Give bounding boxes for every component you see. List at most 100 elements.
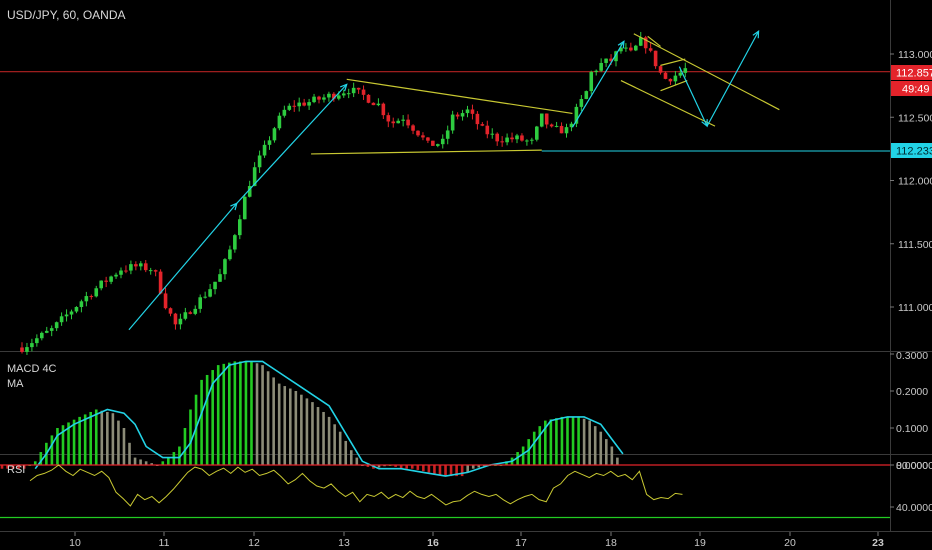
candle-body [376,103,381,106]
macd-y-tick-label: 0.0000 [896,460,928,472]
rsi-panel[interactable] [0,464,890,519]
macd-bar [505,461,508,465]
candle-body [242,196,247,220]
countdown-label: 49:49 [902,84,930,96]
macd-bar [438,465,442,475]
macd-bar [300,394,303,465]
candle-body [396,120,400,124]
candle-body [450,114,455,131]
candle-body [252,167,257,187]
macd-bar [183,428,187,465]
candle-body [228,249,232,260]
trendline-yellow [647,35,661,47]
arrow-head [339,83,348,92]
macd-bar [305,398,309,465]
macd-bar [200,379,203,465]
macd-bar [111,413,115,465]
candle-body [366,94,371,103]
macd-bar [538,426,542,465]
candle-body [223,259,227,275]
last-price-tag [891,65,932,80]
candle-body [386,115,391,122]
macd-bar [577,416,580,465]
candle-body [262,144,267,156]
macd-bar [17,465,20,469]
macd-bar [311,402,314,465]
x-tick-label: 11 [159,537,170,549]
candle-body [445,130,450,139]
candle-body [559,125,564,134]
price-y-tick-label: 112.000 [898,176,932,188]
macd-bar [61,425,65,465]
macd-bar [128,442,131,465]
candle-body [539,113,544,127]
macd-bar [422,465,425,472]
x-tick-label: 17 [515,537,527,549]
candle-body [361,89,366,95]
macd-bar [327,416,331,465]
price-panel[interactable] [0,30,890,355]
rsi-y-tick-label: 80.0000 [896,460,932,472]
macd-bar [222,363,226,465]
macd-panel[interactable] [0,360,624,477]
candle-body [143,263,148,271]
macd-bar [532,431,536,465]
x-tick-label: 20 [784,537,796,549]
macd-bar [211,370,214,465]
candle-body [535,126,539,140]
macd-bar [366,465,370,467]
candle-body [158,271,163,294]
candle-body [505,137,509,143]
macd-bar [405,465,409,469]
candle-body [173,313,178,325]
macd-ma-label: MA [7,378,24,390]
candle-body [89,296,94,298]
candle-body [44,330,49,333]
candle-body [25,347,29,352]
candle-body [624,47,628,49]
macd-bar [394,465,397,467]
candle-body [247,186,252,197]
candle-body [455,114,460,117]
macd-bar [167,457,170,465]
candle-body [351,87,356,94]
macd-bar [566,416,569,465]
candle-body [59,316,64,323]
macd-bar [571,416,575,465]
candle-body [292,105,297,107]
candle-body [257,155,262,168]
candle-body [599,62,603,71]
candle-body [153,270,158,272]
countdown-tag [891,81,932,96]
macd-bar [11,465,15,469]
candle-body [495,133,499,142]
candle-body [277,115,282,129]
trend-arrow-line [706,30,760,127]
candle-body [549,124,554,127]
candle-body [411,125,415,131]
candle-body [74,307,79,312]
candle-body [480,124,485,126]
macd-bar [133,457,137,465]
trend-arrow-line [236,83,348,204]
macd-bar [349,450,353,465]
candle-body [178,318,183,325]
candle-body [614,51,618,62]
macd-bar [272,377,275,465]
x-tick-label: 13 [338,537,350,549]
candle-body [401,119,405,121]
candle-body [322,97,326,100]
candle-body [168,308,173,314]
candle-body [391,121,396,124]
macd-bar [283,386,287,465]
trendline-yellow [660,80,688,92]
candle-body [530,139,534,141]
candle-body [634,45,638,51]
macd-bar [94,409,98,465]
macd-y-tick-label: 0.1000 [896,423,928,435]
macd-bar [338,431,342,465]
macd-bar [277,383,281,465]
macd-bar [582,418,586,465]
macd-bar [521,446,525,465]
